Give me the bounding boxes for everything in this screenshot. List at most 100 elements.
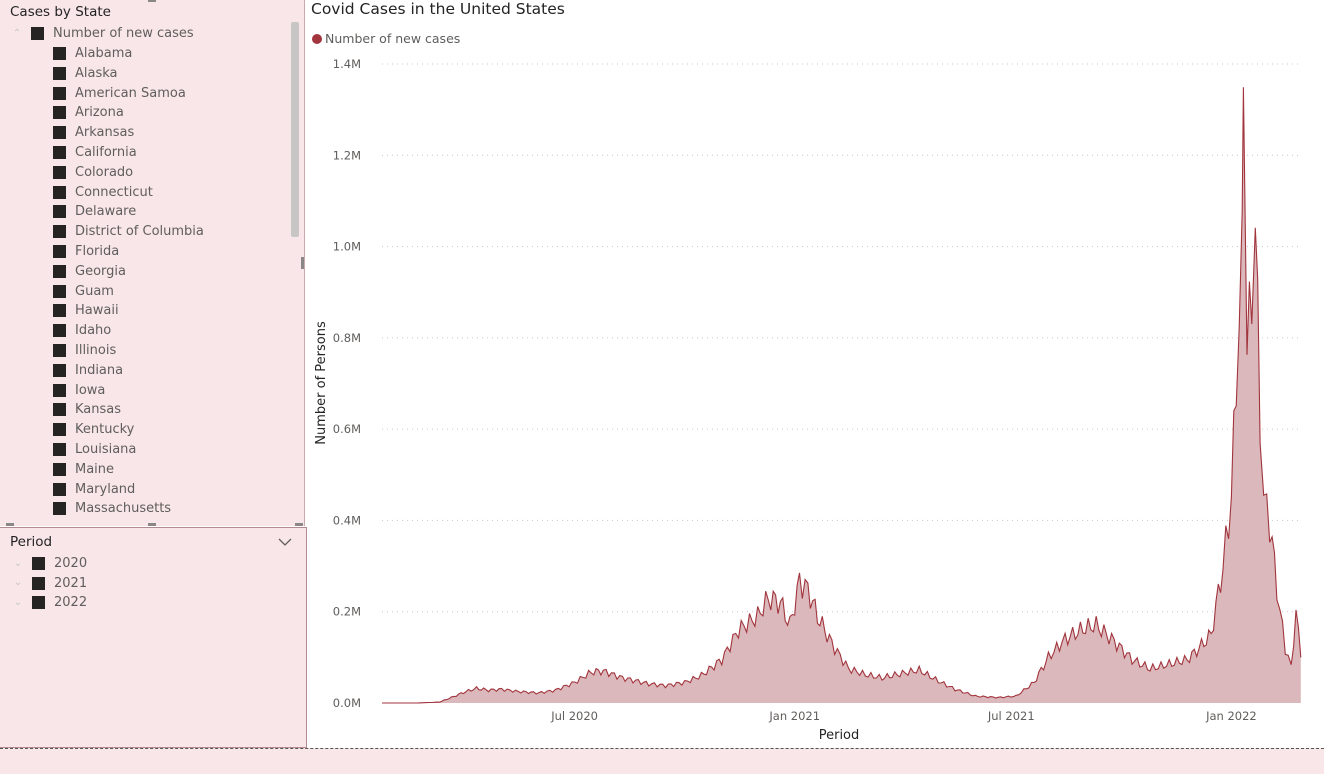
slicer-scrollbar[interactable] bbox=[291, 22, 299, 237]
resize-handle-bottom[interactable] bbox=[148, 523, 156, 526]
slicer-item-label: Guam bbox=[75, 283, 114, 299]
x-tick-label: Jul 2020 bbox=[550, 709, 598, 723]
checkbox-icon[interactable] bbox=[53, 106, 66, 120]
chevron-down-icon[interactable]: ⌄ bbox=[13, 577, 23, 588]
slicer-item[interactable]: Alabama bbox=[53, 44, 132, 63]
slicer-item-label: Louisiana bbox=[75, 442, 137, 457]
y-tick-label: 0.0M bbox=[333, 696, 361, 710]
checkbox-icon[interactable] bbox=[53, 225, 66, 239]
slicer-item[interactable]: Hawaii bbox=[53, 301, 119, 320]
checkbox-icon[interactable] bbox=[32, 596, 45, 609]
slicer-item[interactable]: Colorado bbox=[53, 163, 133, 182]
slicer-item-label: Arizona bbox=[75, 105, 124, 121]
slicer-item[interactable]: Louisiana bbox=[53, 440, 136, 459]
y-tick-label: 1.0M bbox=[333, 240, 361, 254]
chart-legend[interactable]: Number of new cases bbox=[312, 31, 460, 46]
checkbox-icon[interactable] bbox=[53, 264, 66, 278]
checkbox-icon[interactable] bbox=[53, 462, 66, 476]
resize-handle-top[interactable] bbox=[148, 0, 156, 2]
slicer-root-item[interactable]: ⌃ Number of new cases bbox=[10, 24, 194, 43]
slicer-item[interactable]: Maryland bbox=[53, 480, 135, 499]
checkbox-icon[interactable] bbox=[53, 344, 66, 357]
slicer-root-label: Number of new cases bbox=[53, 26, 194, 41]
checkbox-icon[interactable] bbox=[53, 126, 66, 140]
slicer-item-label: Indiana bbox=[75, 362, 124, 378]
chevron-down-icon[interactable]: ⌄ bbox=[13, 557, 23, 569]
chevron-down-icon[interactable]: ⌄ bbox=[13, 596, 23, 608]
checkbox-icon[interactable] bbox=[53, 86, 66, 100]
slicer-item[interactable]: Indiana bbox=[53, 361, 123, 380]
resize-handle-bottom-left[interactable] bbox=[6, 523, 14, 526]
slicer-item-label: Georgia bbox=[75, 263, 126, 279]
checkbox-icon[interactable] bbox=[53, 304, 66, 318]
checkbox-icon[interactable] bbox=[53, 324, 66, 338]
slicer-item[interactable]: Georgia bbox=[53, 262, 126, 281]
checkbox-icon[interactable] bbox=[53, 146, 66, 159]
slicer-item-label: Delaware bbox=[75, 204, 137, 220]
slicer-item[interactable]: Alaska bbox=[53, 64, 118, 83]
slicer-item-label: American Samoa bbox=[75, 85, 186, 101]
slicer-item-label: Florida bbox=[75, 244, 120, 259]
checkbox-icon[interactable] bbox=[53, 47, 66, 60]
slicer-item-label: Kansas bbox=[75, 402, 122, 418]
chevron-down-icon[interactable] bbox=[278, 536, 292, 548]
checkbox-icon[interactable] bbox=[53, 284, 66, 298]
slicer-item-label: Alaska bbox=[75, 65, 118, 81]
checkbox-icon[interactable] bbox=[53, 443, 66, 456]
checkbox-icon[interactable] bbox=[53, 482, 66, 496]
checkbox-icon[interactable] bbox=[53, 205, 66, 219]
slicer-item-label: Illinois bbox=[75, 343, 117, 358]
slicer-item-label: Connecticut bbox=[75, 184, 153, 200]
period-item-label: 2021 bbox=[54, 575, 88, 591]
slicer-item-label: Hawaii bbox=[75, 303, 119, 319]
states-slicer-title: Cases by State bbox=[10, 4, 111, 20]
series-line-new-cases[interactable] bbox=[382, 87, 1302, 704]
period-item[interactable]: ⌄ 2020 bbox=[11, 554, 87, 573]
checkbox-icon[interactable] bbox=[53, 165, 66, 179]
checkbox-icon[interactable] bbox=[53, 423, 66, 437]
x-tick-label: Jan 2022 bbox=[1205, 709, 1257, 723]
slicer-item[interactable]: Massachusetts bbox=[53, 499, 171, 518]
slicer-item[interactable]: American Samoa bbox=[53, 84, 186, 103]
slicer-item[interactable]: Kansas bbox=[53, 400, 121, 419]
checkbox-icon[interactable] bbox=[53, 185, 66, 199]
slicer-item[interactable]: Iowa bbox=[53, 381, 105, 400]
x-axis-title: Period bbox=[819, 728, 860, 743]
slicer-item[interactable]: Arizona bbox=[53, 103, 124, 122]
checkbox-icon[interactable] bbox=[53, 363, 66, 377]
slicer-item[interactable]: Kentucky bbox=[53, 420, 134, 439]
checkbox-icon[interactable] bbox=[53, 502, 66, 516]
checkbox-icon[interactable] bbox=[53, 383, 66, 397]
legend-label: Number of new cases bbox=[325, 31, 461, 46]
checkbox-icon[interactable] bbox=[53, 245, 66, 258]
period-slicer: Period ⌄ 2020 ⌄ 2021 ⌄ 2022 bbox=[0, 527, 307, 748]
page-footer-strip bbox=[0, 748, 1324, 774]
slicer-item[interactable]: Illinois bbox=[53, 341, 116, 360]
checkbox-icon[interactable] bbox=[31, 27, 44, 40]
slicer-item-label: Massachusetts bbox=[75, 501, 172, 517]
period-item[interactable]: ⌄ 2022 bbox=[11, 593, 87, 612]
slicer-item[interactable]: Idaho bbox=[53, 321, 111, 340]
slicer-item[interactable]: Florida bbox=[53, 242, 119, 261]
checkbox-icon[interactable] bbox=[53, 66, 66, 80]
slicer-item[interactable]: Arkansas bbox=[53, 123, 134, 142]
period-item[interactable]: ⌄ 2021 bbox=[11, 574, 87, 593]
slicer-item[interactable]: District of Columbia bbox=[53, 222, 204, 241]
slicer-item[interactable]: Connecticut bbox=[53, 183, 153, 202]
resize-handle-right[interactable] bbox=[301, 257, 304, 269]
series-area-new-cases bbox=[382, 87, 1301, 704]
checkbox-icon[interactable] bbox=[32, 557, 45, 570]
slicer-item-label: Alabama bbox=[75, 46, 133, 61]
resize-handle-bottom-right[interactable] bbox=[295, 523, 303, 526]
slicer-item[interactable]: California bbox=[53, 143, 137, 162]
slicer-item[interactable]: Maine bbox=[53, 460, 114, 479]
period-slicer-title: Period bbox=[10, 534, 53, 550]
line-chart[interactable]: 0.0M 0.2M 0.4M 0.6M 0.8M 1.0M 1.2M 1.4M Jul 2020… bbox=[305, 50, 1320, 745]
slicer-item[interactable]: Delaware bbox=[53, 202, 136, 221]
chart-title: Covid Cases in the United States bbox=[311, 0, 565, 18]
slicer-item[interactable]: Guam bbox=[53, 282, 114, 301]
checkbox-icon[interactable] bbox=[53, 403, 66, 417]
y-tick-label: 0.6M bbox=[333, 422, 361, 436]
chevron-up-icon[interactable]: ⌃ bbox=[12, 27, 22, 39]
checkbox-icon[interactable] bbox=[32, 576, 45, 590]
